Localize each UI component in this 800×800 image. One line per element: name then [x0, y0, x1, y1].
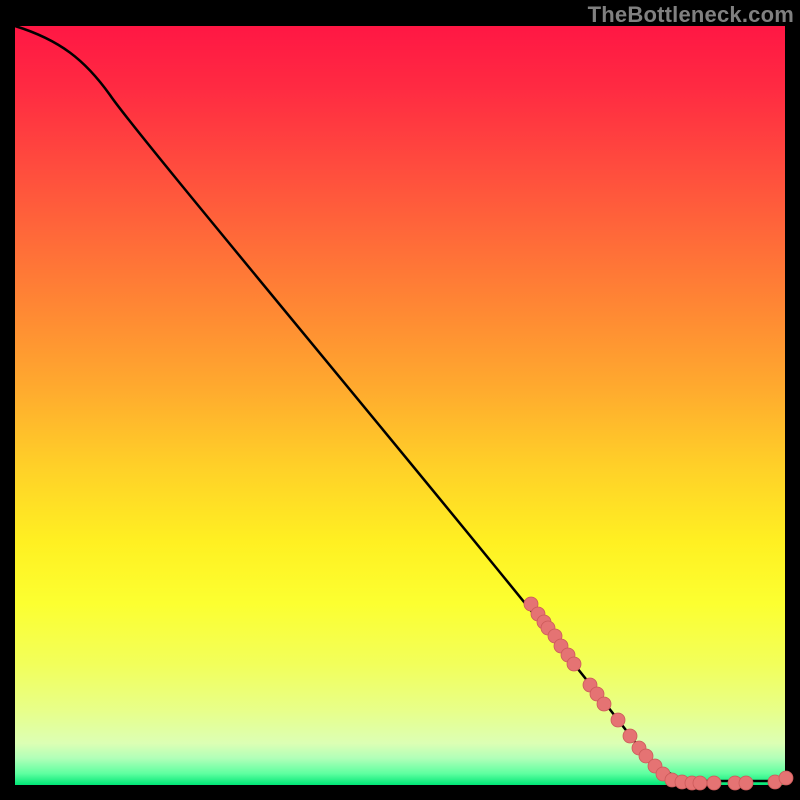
attribution-label: TheBottleneck.com — [588, 2, 794, 28]
scatter-point — [623, 729, 637, 743]
chart-container: TheBottleneck.com — [0, 0, 800, 800]
plot-background — [15, 26, 785, 785]
scatter-point — [693, 776, 707, 790]
scatter-point — [611, 713, 625, 727]
scatter-point — [779, 771, 793, 785]
scatter-point — [707, 776, 721, 790]
scatter-point — [739, 776, 753, 790]
chart-svg — [0, 0, 800, 800]
scatter-point — [597, 697, 611, 711]
scatter-point — [567, 657, 581, 671]
